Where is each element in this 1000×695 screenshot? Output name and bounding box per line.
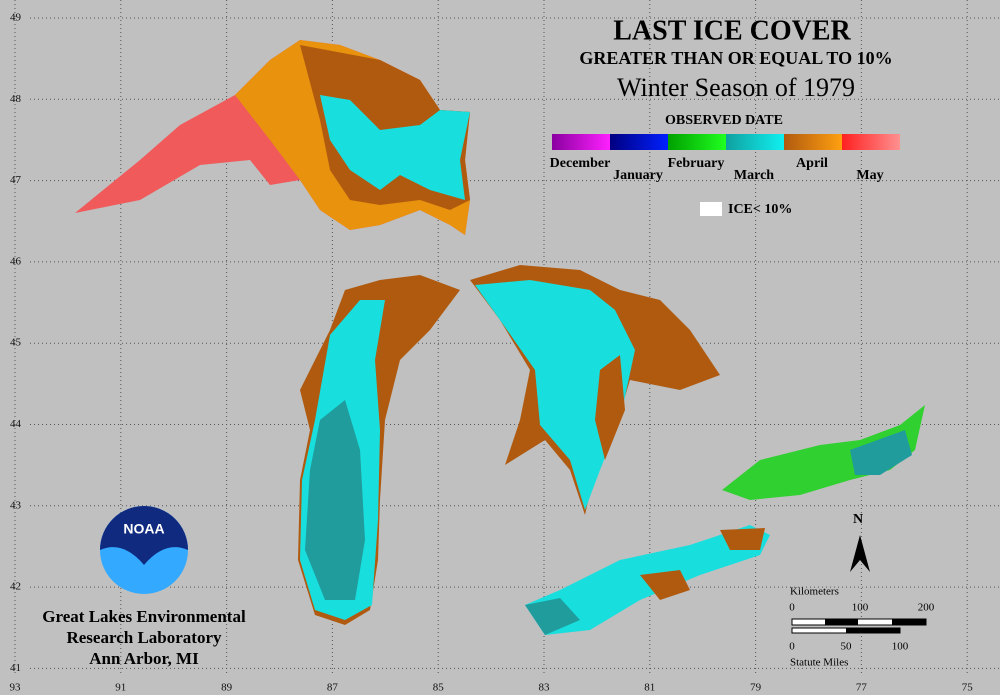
longitude-label: 79	[750, 682, 762, 694]
credit-line: Research Laboratory	[66, 628, 222, 647]
km-tick: 0	[789, 602, 795, 614]
no-ice-swatch	[700, 202, 722, 216]
credit-line: Great Lakes Environmental	[42, 607, 246, 626]
km-tick: 200	[918, 602, 935, 614]
north-label: N	[853, 512, 863, 527]
legend-swatch	[610, 134, 668, 150]
credit-line: Ann Arbor, MI	[89, 649, 199, 668]
legend-swatch	[668, 134, 726, 150]
title: LAST ICE COVER	[613, 15, 851, 46]
latitude-label: 44	[10, 418, 22, 430]
lake-erie	[525, 525, 770, 635]
noaa-logo: NOAA	[100, 506, 188, 594]
legend-swatch	[842, 134, 900, 150]
legend-label: January	[613, 168, 663, 183]
longitude-label: 83	[539, 682, 551, 694]
legend-label: February	[668, 156, 725, 171]
legend-label: May	[856, 168, 883, 183]
legend-label: April	[796, 156, 828, 171]
legend-swatch	[784, 134, 842, 150]
latitude-label: 46	[10, 255, 22, 267]
scale-bar: Kilometers 0 100 200 0 50 100 Statute Mi…	[789, 586, 935, 669]
latitude-label: 49	[10, 12, 22, 24]
north-arrow	[850, 535, 870, 572]
no-ice-label: ICE< 10%	[728, 202, 792, 217]
logo-text: NOAA	[123, 521, 164, 537]
latitude-label: 48	[10, 93, 22, 105]
season: Winter Season of 1979	[617, 73, 855, 102]
latitude-label: 43	[10, 499, 22, 511]
mi-tick: 0	[789, 641, 795, 653]
longitude-label: 89	[221, 682, 233, 694]
latitude-label: 42	[10, 581, 21, 593]
longitude-label: 85	[433, 682, 445, 694]
longitude-label: 93	[10, 682, 22, 694]
lake-michigan	[298, 275, 460, 625]
lake-ontario	[722, 405, 925, 500]
legend-swatch	[552, 134, 610, 150]
lake-superior	[75, 40, 470, 235]
longitude-label: 81	[644, 682, 655, 694]
km-tick: 100	[852, 602, 869, 614]
longitude-label: 91	[115, 682, 126, 694]
mi-tick: 100	[892, 641, 909, 653]
legend-title: OBSERVED DATE	[665, 113, 783, 128]
latitude-label: 47	[10, 174, 22, 186]
legend-swatch	[726, 134, 784, 150]
mi-label: Statute Miles	[790, 657, 848, 669]
longitude-label: 87	[327, 682, 339, 694]
mi-tick: 50	[841, 641, 853, 653]
lake-huron	[470, 265, 720, 515]
longitude-label: 77	[856, 682, 868, 694]
latitude-label: 41	[10, 662, 21, 674]
subtitle: GREATER THAN OR EQUAL TO 10%	[579, 48, 892, 68]
legend-label: March	[734, 168, 774, 183]
km-label: Kilometers	[790, 586, 839, 598]
longitude-label: 75	[962, 682, 974, 694]
latitude-label: 45	[10, 337, 22, 349]
legend-label: December	[550, 156, 611, 171]
